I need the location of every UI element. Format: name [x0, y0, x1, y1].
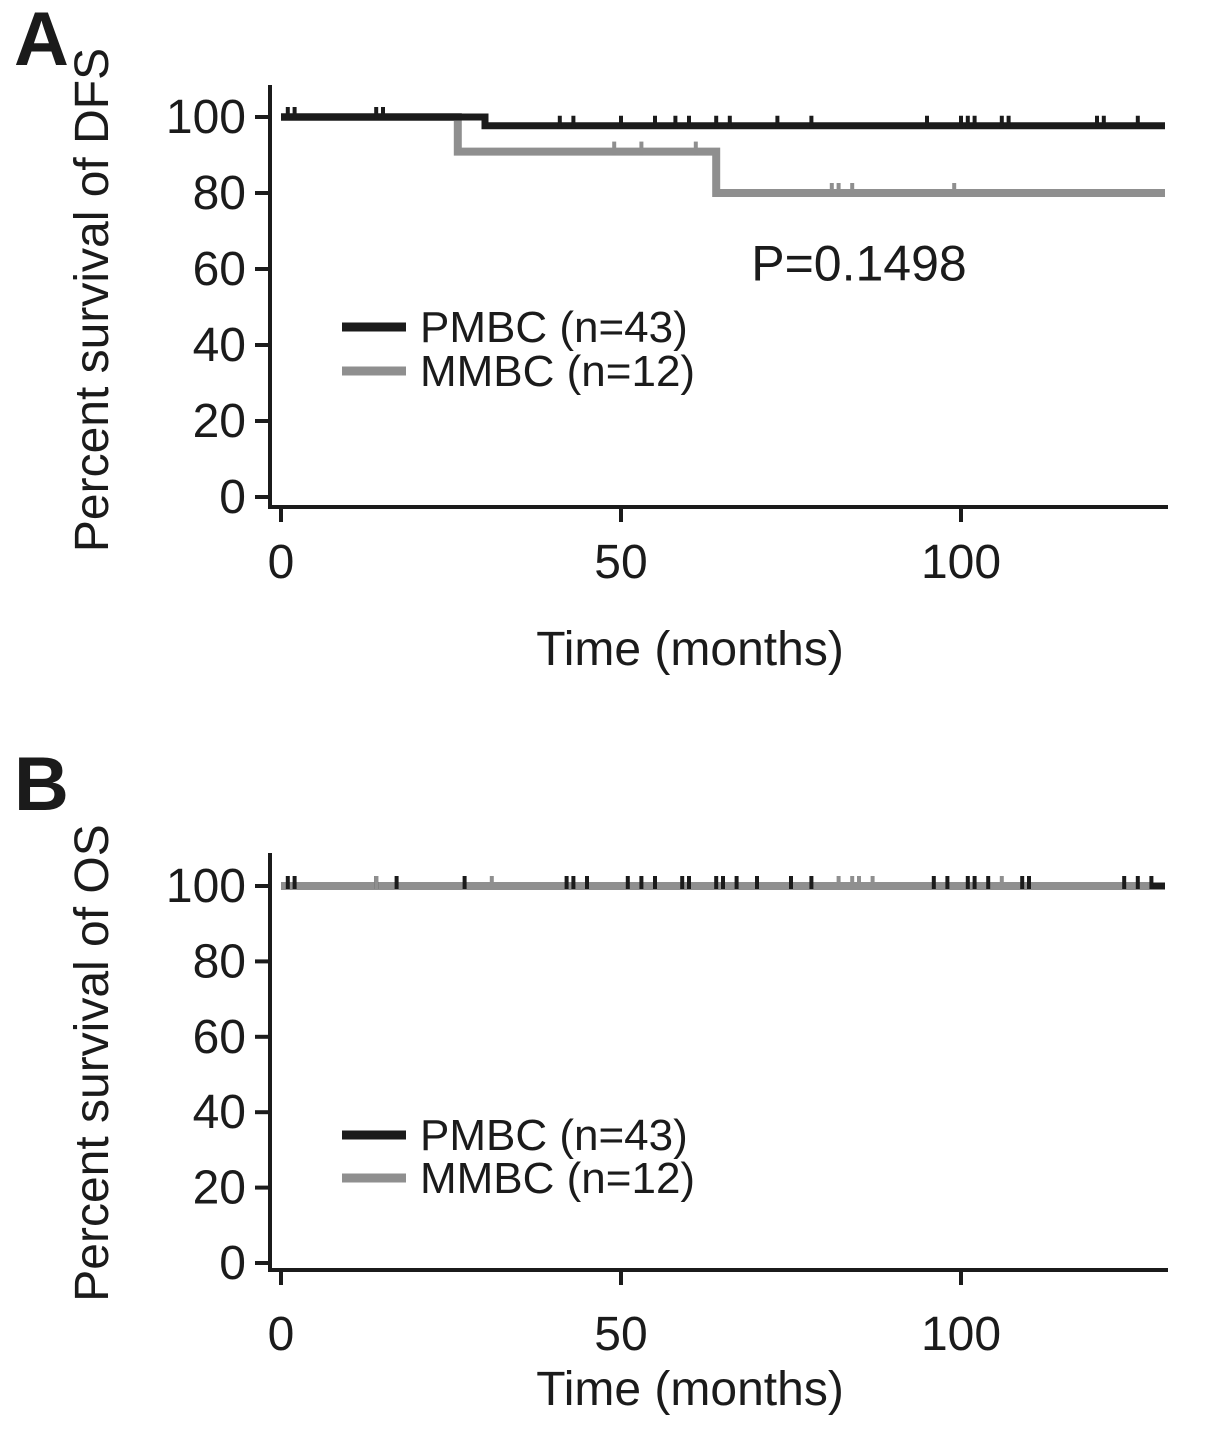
svg-text:20: 20: [193, 1162, 246, 1215]
panel-a: A 0 20 40 60 80 100 0 50 100 Percent survival of …: [14, 0, 1168, 676]
axes: [268, 85, 1168, 509]
svg-text:100: 100: [166, 91, 246, 144]
svg-text:80: 80: [193, 167, 246, 220]
censor-marks: [285, 107, 1140, 196]
legend: PMBC (n=43)MMBC (n=12): [342, 303, 695, 396]
svg-text:100: 100: [166, 860, 246, 913]
y-axis-ticks: 0 20 40 60 80 100: [166, 860, 270, 1290]
svg-text:Time (months): Time (months): [536, 1363, 844, 1416]
axis-titles: Percent survival of DFS Time (months): [66, 48, 844, 676]
survival-curves: [281, 113, 1165, 197]
svg-text:Percent survival of OS: Percent survival of OS: [66, 824, 119, 1302]
svg-text:MMBC (n=12): MMBC (n=12): [420, 347, 695, 396]
axes: [268, 853, 1168, 1272]
curve-pmbc: [281, 113, 1165, 130]
svg-text:PMBC (n=43): PMBC (n=43): [420, 1111, 688, 1160]
svg-text:100: 100: [921, 536, 1001, 589]
svg-text:40: 40: [193, 1086, 246, 1139]
svg-text:0: 0: [219, 1237, 246, 1290]
svg-text:80: 80: [193, 935, 246, 988]
censor-marks: [285, 876, 1154, 889]
svg-text:P=0.1498: P=0.1498: [751, 235, 966, 291]
svg-text:60: 60: [193, 1011, 246, 1064]
svg-text:50: 50: [594, 1308, 647, 1361]
svg-text:20: 20: [193, 395, 246, 448]
svg-text:60: 60: [193, 243, 246, 296]
panel-a-letter: A: [14, 0, 69, 82]
panel-b-letter: B: [14, 742, 69, 827]
svg-text:Time (months): Time (months): [536, 623, 844, 676]
svg-text:0: 0: [268, 536, 295, 589]
svg-text:0: 0: [219, 471, 246, 524]
svg-text:Percent survival of DFS: Percent survival of DFS: [66, 48, 119, 552]
svg-text:0: 0: [268, 1308, 295, 1361]
p-value-annotation: P=0.1498: [751, 235, 966, 291]
axis-titles: Percent survival of OS Time (months): [66, 824, 844, 1416]
legend: PMBC (n=43)MMBC (n=12): [342, 1111, 695, 1203]
x-axis-ticks: 0 50 100: [268, 1270, 1001, 1361]
y-axis-ticks: 0 20 40 60 80 100: [166, 91, 270, 524]
svg-text:PMBC (n=43): PMBC (n=43): [420, 303, 688, 352]
svg-text:100: 100: [921, 1308, 1001, 1361]
x-axis-ticks: 0 50 100: [268, 507, 1001, 589]
svg-text:MMBC (n=12): MMBC (n=12): [420, 1154, 695, 1203]
panel-b: B 0 20 40 60 80 100 0 50 100 Percent survival of …: [0, 745, 1205, 1435]
svg-text:50: 50: [594, 536, 647, 589]
svg-text:40: 40: [193, 319, 246, 372]
